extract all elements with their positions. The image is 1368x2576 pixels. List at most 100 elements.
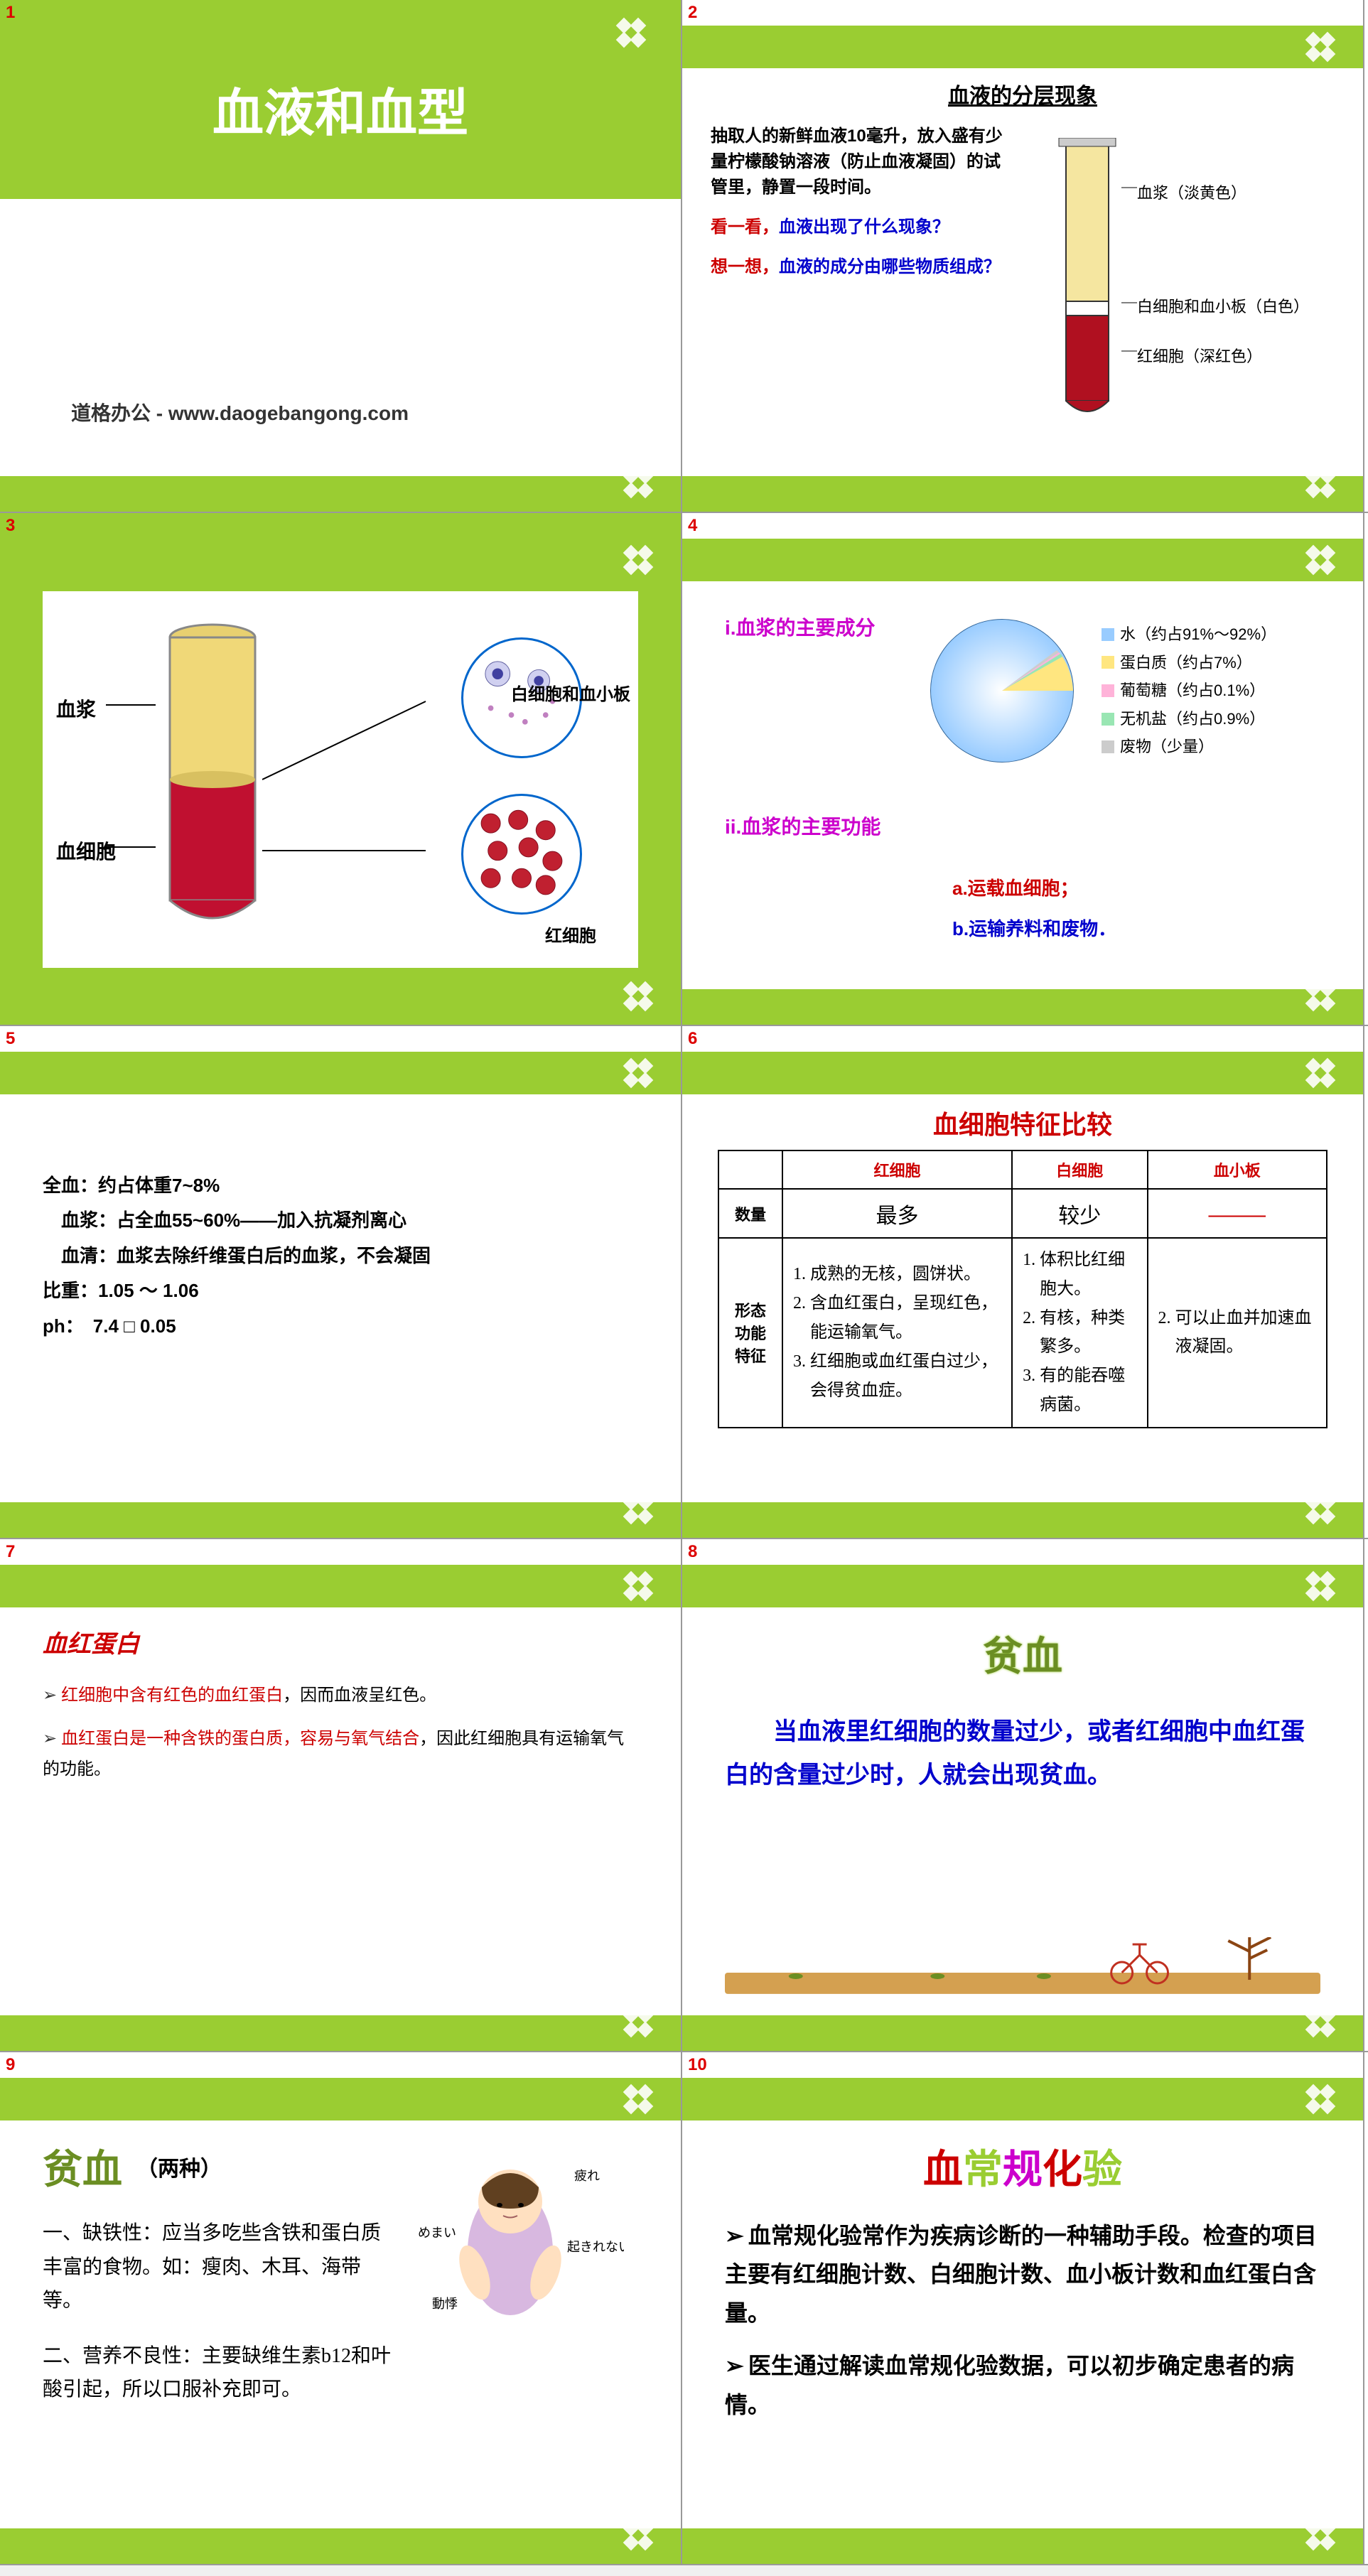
heading-char: 验 [1082,2148,1122,2192]
comparison-table: 红细胞 白细胞 血小板 数量 最多 较少 —— 形态功能特征 成熟的无核，圆饼状… [718,1150,1327,1428]
list-item: 红细胞或血红蛋白过少，会得贫血症。 [810,1347,1001,1406]
symptom-label: めまい [418,2226,456,2240]
corner-pattern-icon [620,465,659,505]
slide-4: 4 i.血浆的主要成分 水 [682,513,1364,1025]
footer-band [682,989,1363,1025]
text-line: 血清：血浆去除纤维蛋白后的血浆，不会凝固 [43,1239,638,1273]
footer-band [0,476,681,512]
corner-pattern-icon [1302,2004,1342,2044]
text-line: ph： 7.4 □ 0.05 [43,1309,638,1344]
footer-text: 道格办公 - www.daogebangong.com [71,398,409,426]
text-line: 全血：约占体重7~8% [43,1168,638,1203]
q1-lead: 看一看， [711,217,779,237]
bullet-red: 血红蛋白是一种含铁的蛋白质，容易与氧气结合 [61,1730,419,1748]
heading-char: 化 [1043,2148,1082,2192]
footer-band [682,476,1363,512]
corner-pattern-icon [620,2004,659,2044]
bullet-red: 红细胞中含有红色的血红蛋白 [61,1686,283,1705]
slide-content: 血液的分层现象 抽取人的新鲜血液10毫升，放入盛有少量柠檬酸钠溶液（防止血液凝固… [711,78,1335,451]
pie-chart-icon [924,613,1080,769]
slide-number: 7 [6,1542,15,1562]
func-a: a.运载血细胞； [952,868,1335,909]
corner-pattern-icon [620,1491,659,1531]
corner-pattern-icon [620,541,659,581]
legend-label: 蛋白质（约占7%） [1120,649,1252,677]
slide-row: 1 血液和血型 道格办公 - www.daogebangong.com 2 血液… [0,0,1368,513]
corner-pattern-icon [620,1055,659,1094]
slide-8: 8 贫血 当血液里红细胞的数量过少，或者红细胞中血红蛋白的含量过少时，人就会出现… [682,1539,1364,2051]
table-header [718,1150,782,1189]
text-column: 抽取人的新鲜血液10毫升，放入盛有少量柠檬酸钠溶液（防止血液凝固）的试管里，静置… [711,124,1009,451]
pie-legend: 水（约占91%～92%） 蛋白质（约占7%） 葡萄糖（约占0.1%） 无机盐（约… [1102,620,1276,761]
ground-scene-icon [725,1937,1320,2001]
table-header: 血小板 [1148,1150,1327,1189]
slide-number: 3 [6,516,15,536]
slide-content: 血红蛋白 红细胞中含有红色的血红蛋白，因而血液呈红色。 血红蛋白是一种含铁的蛋白… [43,1624,638,1799]
q2-rest: 血液的成分由哪些物质组成？ [779,257,1001,276]
slide-heading: 血常规化验 [725,2138,1320,2195]
bullet-item: 医生通过解读血常规化验数据，可以初步确定患者的病情。 [725,2346,1320,2424]
question-1: 看一看，血液出现了什么现象？ [711,215,1009,240]
slide-9: 9 贫血 （两种） 一、缺铁性：应当多吃些含铁和蛋白质丰富的食物。如：瘦肉、木耳… [0,2052,682,2564]
table-header: 白细胞 [1012,1150,1147,1189]
slide-content: 贫血 当血液里红细胞的数量过少，或者红细胞中血红蛋白的含量过少时，人就会出现贫血… [725,1624,1320,1797]
text-line: 血浆：占全血55~60%——加入抗凝剂离心 [43,1203,638,1238]
rbc-microscope-view [461,794,582,915]
girl-icon: 疲れ 起きれない 動悸 めまい [397,2152,624,2351]
list-item: 有的能吞噬病菌。 [1040,1362,1136,1420]
bullet-item: 红细胞中含有红色的血红蛋白，因而血液呈红色。 [43,1681,638,1711]
corner-pattern-icon [1302,1491,1342,1531]
table-cell: 较少 [1012,1189,1147,1238]
main-title: 血液和血型 [0,71,681,146]
connector-lines-icon [262,609,461,936]
rbc-label: 红细胞 [545,922,596,947]
test-tube-icon [156,623,269,936]
table-row: 数量 最多 较少 —— [718,1189,1327,1238]
legend-item: 废物（少量） [1102,733,1276,761]
corner-pattern-icon [1302,1055,1342,1094]
row-header: 形态功能特征 [718,1238,782,1428]
corner-pattern-icon [620,978,659,1018]
section-title: 血液的分层现象 [711,78,1335,109]
corner-pattern-icon [1302,28,1342,68]
slide-content: 血常规化验 血常规化验常作为疾病诊断的一种辅助手段。检查的项目主要有红细胞计数、… [725,2138,1320,2438]
corner-pattern-icon [1302,978,1342,1018]
table-cell: —— [1148,1189,1327,1238]
bullet-rest: ，因而血液呈红色。 [283,1686,436,1705]
table-cell: 体积比红细胞大。 有核，种类繁多。 有的能吞噬病菌。 [1012,1238,1147,1428]
footer-band [0,2528,681,2564]
slide-heading: 贫血 [725,1624,1320,1682]
list-item: 成熟的无核，圆饼状。 [810,1260,1001,1289]
section-ii-label: ii.血浆的主要功能 [725,812,924,840]
footer-band [682,2528,1363,2564]
bullet-item: 血常规化验常作为疾病诊断的一种辅助手段。检查的项目主要有红细胞计数、白细胞计数、… [725,2216,1320,2332]
q2-lead: 想一想， [711,257,779,276]
slide-10: 10 血常规化验 血常规化验常作为疾病诊断的一种辅助手段。检查的项目主要有红细胞… [682,2052,1364,2564]
table-cell: 最多 [782,1189,1012,1238]
legend-item: 无机盐（约占0.9%） [1102,705,1276,733]
slide-3: 3 血浆 血细胞 [0,513,682,1025]
legend-item: 葡萄糖（约占0.1%） [1102,677,1276,705]
table-cell: 成熟的无核，圆饼状。 含血红蛋白，呈现红色，能运输氧气。 红细胞或血红蛋白过少，… [782,1238,1012,1428]
header-band [682,539,1363,581]
rbc-label: 红细胞（深红色） [1137,344,1262,367]
corner-pattern-icon [1302,2517,1342,2557]
table-title: 血细胞特征比较 [718,1104,1327,1141]
slide-2: 2 血液的分层现象 抽取人的新鲜血液10毫升，放入盛有少量柠檬酸钠溶液（防止血液… [682,0,1364,512]
legend-label: 葡萄糖（约占0.1%） [1120,677,1265,705]
table-header-row: 红细胞 白细胞 血小板 [718,1150,1327,1189]
header-band [682,26,1363,68]
slide-row: 5 全血：约占体重7~8% 血浆：占全血55~60%——加入抗凝剂离心 血清：血… [0,1026,1368,1539]
test-tube-icon [1052,138,1123,422]
bullet-item: 血红蛋白是一种含铁的蛋白质，容易与氧气结合，因此红细胞具有运输氧气的功能。 [43,1724,638,1785]
feature-list: 成熟的无核，圆饼状。 含血红蛋白，呈现红色，能运输氧气。 红细胞或血红蛋白过少，… [793,1260,1001,1405]
item-2: 二、营养不良性：主要缺维生素b12和叶酸引起，所以口服补充即可。 [43,2339,398,2407]
corner-pattern-icon [620,1568,659,1607]
heading-char: 血 [923,2148,963,2192]
decoration-ground [725,1937,1320,2001]
footer-band [0,1502,681,1538]
function-list: a.运载血细胞； b.运输养料和废物． [952,868,1335,949]
label-lines-icon [1116,124,1144,408]
slide-number: 6 [688,1029,697,1049]
heading-char: 常 [963,2148,1003,2192]
